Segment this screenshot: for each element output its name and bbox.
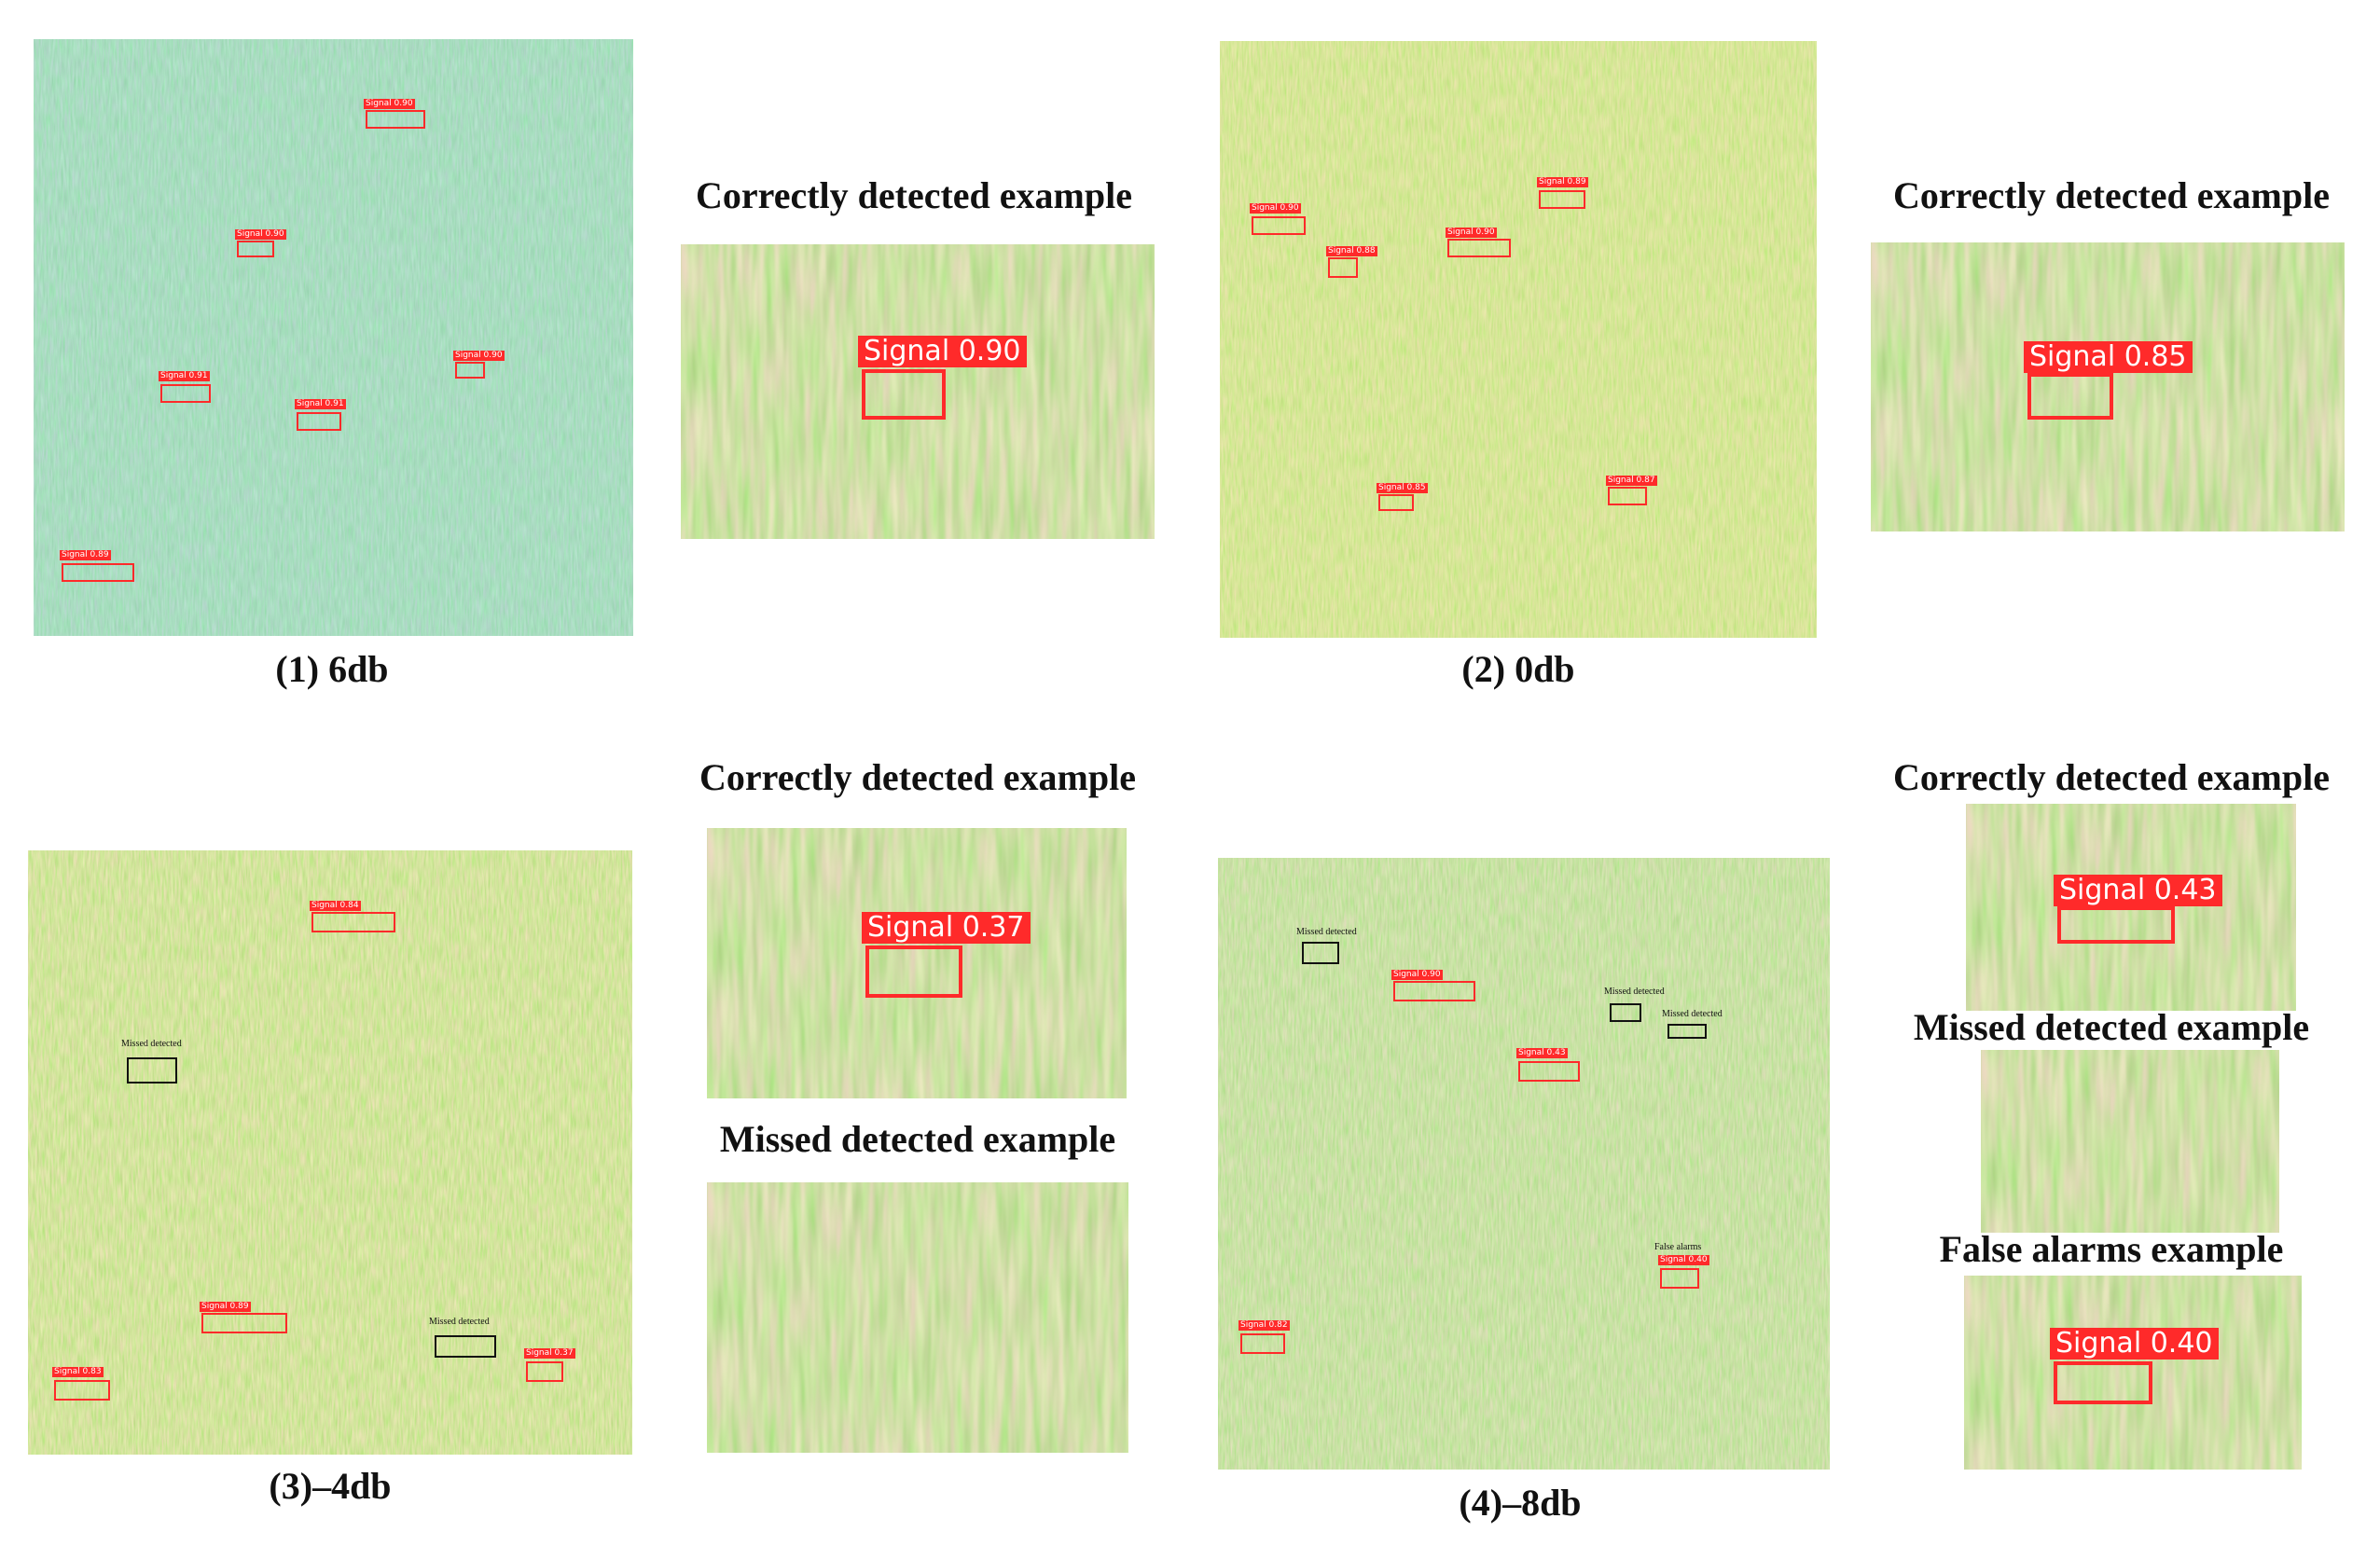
zoom-noise — [1964, 1276, 2302, 1470]
detection-box: Signal 0.85 — [1377, 483, 1428, 511]
zoom-noise — [1981, 1050, 2279, 1233]
heading-correct-6db: Correctly detected example — [696, 174, 1132, 216]
heading-false-minus8db: False alarms example — [1939, 1228, 2284, 1270]
detection-label: Signal 0.89 — [1537, 177, 1588, 187]
detection-label: Signal 0.88 — [1326, 246, 1377, 256]
missed-detection-box: Missed detected — [1604, 987, 1665, 1022]
zoom-detection-label: Signal 0.90 — [858, 336, 1027, 367]
detection-box: Signal 0.88 — [1326, 246, 1377, 278]
detection-box: Signal 0.40 — [1658, 1255, 1709, 1289]
detection-box: Signal 0.91 — [159, 371, 211, 403]
detection-box: Signal 0.90 — [235, 229, 286, 257]
caption-minus4db: (3)–4db — [269, 1465, 392, 1507]
detection-label: Signal 0.91 — [159, 371, 210, 381]
spectrogram-minus8db-noise — [1218, 858, 1830, 1470]
detection-label: Signal 0.90 — [235, 229, 286, 240]
zoom-detection-box: Signal 0.90 — [858, 336, 1027, 420]
false-alarm-label: False alarms — [1654, 1242, 1702, 1252]
missed-detection-label: Missed detected — [429, 1317, 490, 1327]
detection-label: Signal 0.90 — [1250, 203, 1301, 214]
zoom-noise — [707, 1182, 1128, 1453]
false-alarm-annotation: False alarms — [1654, 1242, 1703, 1259]
spectrogram-0db: Signal 0.90 Signal 0.89 Signal 0.88 Sign… — [1220, 41, 1817, 638]
heading-correct-0db: Correctly detected example — [1893, 174, 2330, 216]
detection-box: Signal 0.91 — [295, 399, 346, 431]
missed-detection-box: Missed detected — [429, 1317, 496, 1358]
detection-label: Signal 0.90 — [1446, 228, 1497, 238]
detection-label: Signal 0.43 — [1516, 1048, 1568, 1058]
caption-0db: (2) 0db — [1461, 648, 1575, 690]
zoom-detection-label: Signal 0.40 — [2050, 1328, 2219, 1360]
spectrogram-6db-noise — [34, 39, 633, 636]
missed-detection-label: Missed detected — [1296, 927, 1357, 937]
zoom-detection-box: Signal 0.85 — [2024, 341, 2193, 420]
spectrogram-0db-noise — [1220, 41, 1817, 638]
detection-box: Signal 0.90 — [364, 99, 425, 129]
heading-missed-minus8db: Missed detected example — [1913, 1006, 2310, 1048]
zoom-detection-box: Signal 0.43 — [2054, 875, 2222, 944]
zoom-noise — [1871, 242, 2345, 531]
detection-box: Signal 0.90 — [1391, 970, 1475, 1001]
spectrogram-minus8db: Missed detected Signal 0.90 Missed detec… — [1218, 858, 1830, 1470]
detection-box: Signal 0.90 — [453, 351, 505, 379]
missed-detection-box: Missed detected — [121, 1039, 182, 1084]
detection-label: Signal 0.85 — [1377, 483, 1428, 493]
zoom-correct-minus4db: Signal 0.37 — [707, 828, 1127, 1098]
detection-label: Signal 0.91 — [295, 399, 346, 409]
spectrogram-6db: Signal 0.90 Signal 0.90 Signal 0.91 Sign… — [34, 39, 633, 636]
missed-detection-label: Missed detected — [1604, 987, 1665, 997]
detection-box: Signal 0.84 — [310, 901, 395, 932]
detection-box: Signal 0.37 — [524, 1348, 575, 1382]
heading-correct-minus4db: Correctly detected example — [699, 756, 1136, 798]
detection-box: Signal 0.89 — [1537, 177, 1588, 209]
detection-box: Signal 0.43 — [1516, 1048, 1580, 1082]
detection-box: Signal 0.87 — [1606, 476, 1657, 505]
zoom-correct-minus8db: Signal 0.43 — [1966, 804, 2296, 1011]
detection-label: Signal 0.90 — [1391, 970, 1443, 980]
missed-detection-box: Missed detected — [1296, 927, 1357, 964]
zoom-detection-label: Signal 0.37 — [862, 912, 1031, 944]
detection-label: Signal 0.40 — [1658, 1255, 1709, 1265]
detection-box: Signal 0.90 — [1446, 228, 1511, 257]
caption-6db: (1) 6db — [275, 648, 389, 690]
caption-minus8db: (4)–8db — [1459, 1482, 1582, 1524]
zoom-missed-minus4db — [707, 1182, 1128, 1453]
missed-detection-label: Missed detected — [1662, 1009, 1723, 1019]
detection-label: Signal 0.87 — [1606, 476, 1657, 486]
detection-label: Signal 0.89 — [200, 1302, 251, 1312]
zoom-noise — [681, 244, 1155, 539]
detection-label: Signal 0.84 — [310, 901, 361, 911]
zoom-correct-0db: Signal 0.85 — [1871, 242, 2345, 531]
zoom-correct-6db: Signal 0.90 — [681, 244, 1155, 539]
detection-label: Signal 0.89 — [60, 550, 111, 560]
detection-box: Signal 0.89 — [200, 1302, 287, 1333]
missed-detection-label: Missed detected — [121, 1039, 182, 1049]
detection-box: Signal 0.90 — [1250, 203, 1306, 235]
detection-label: Signal 0.37 — [524, 1348, 575, 1359]
zoom-noise — [707, 828, 1127, 1098]
detection-label: Signal 0.82 — [1238, 1320, 1290, 1331]
missed-detection-box: Missed detected — [1662, 1009, 1723, 1039]
zoom-false-minus8db: Signal 0.40 — [1964, 1276, 2302, 1470]
detection-label: Signal 0.83 — [52, 1367, 104, 1377]
spectrogram-minus4db: Signal 0.84 Missed detected Signal 0.89 … — [28, 850, 632, 1455]
zoom-detection-box: Signal 0.37 — [862, 912, 1031, 998]
zoom-missed-minus8db — [1981, 1050, 2279, 1233]
detection-box: Signal 0.83 — [52, 1367, 110, 1401]
heading-correct-minus8db: Correctly detected example — [1893, 756, 2330, 798]
heading-missed-minus4db: Missed detected example — [719, 1118, 1116, 1160]
detection-box: Signal 0.89 — [60, 550, 134, 582]
zoom-detection-label: Signal 0.43 — [2054, 875, 2222, 906]
zoom-detection-label: Signal 0.85 — [2024, 341, 2193, 373]
zoom-detection-box: Signal 0.40 — [2050, 1328, 2219, 1404]
detection-label: Signal 0.90 — [453, 351, 505, 361]
detection-box: Signal 0.82 — [1238, 1320, 1290, 1354]
detection-label: Signal 0.90 — [364, 99, 415, 109]
